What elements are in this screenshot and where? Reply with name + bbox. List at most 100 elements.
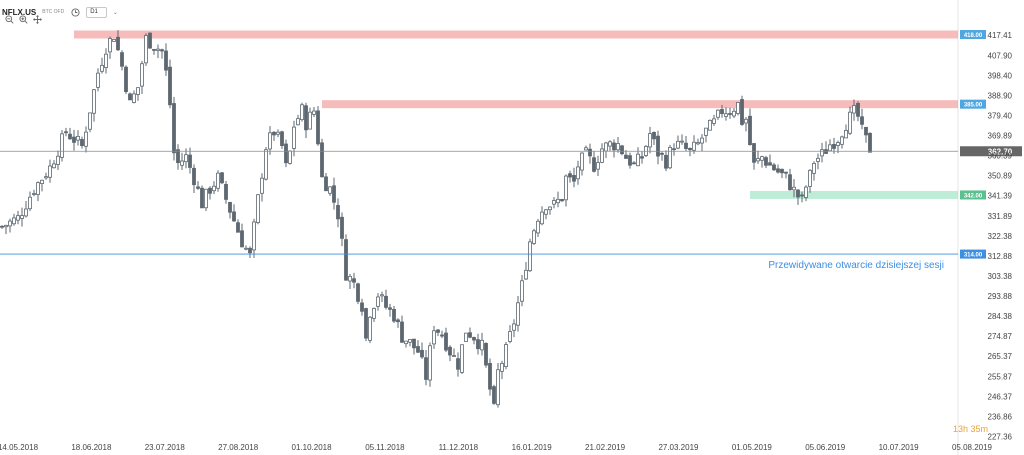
candle-body <box>844 129 848 139</box>
candle-body <box>532 230 536 244</box>
x-tick-label: 01.05.2019 <box>732 443 773 452</box>
candle-body <box>832 143 836 149</box>
candle-body <box>36 182 40 195</box>
candle-body <box>448 346 452 356</box>
candle-body <box>492 386 496 404</box>
candle-body <box>232 211 236 222</box>
candle-body <box>416 346 420 353</box>
candle-body <box>684 142 688 149</box>
candle-body <box>848 111 852 134</box>
candle-body <box>76 135 80 141</box>
clock-icon[interactable] <box>70 7 80 17</box>
candle-body <box>188 154 192 168</box>
support-badge <box>960 190 986 200</box>
y-tick-label: 331.89 <box>988 212 1013 221</box>
zoom-in-icon[interactable] <box>18 14 28 24</box>
candle-body <box>544 209 548 215</box>
candle-body <box>96 72 100 88</box>
candle-body <box>784 171 788 174</box>
x-tick-label: 27.03.2019 <box>658 443 699 452</box>
candle-body <box>432 330 436 345</box>
candle-body <box>724 113 728 117</box>
interval-select[interactable]: D1 <box>86 6 107 18</box>
candle-body <box>564 175 568 201</box>
candle-body <box>660 152 664 155</box>
x-tick-label: 23.07.2018 <box>145 443 186 452</box>
candle-body <box>696 142 700 145</box>
candle-body <box>800 194 804 197</box>
candle-body <box>500 363 504 372</box>
candle-body <box>48 165 52 178</box>
candle-body <box>648 133 652 148</box>
candle-body <box>580 152 584 171</box>
candle-body <box>764 157 768 166</box>
candle-body <box>88 112 92 130</box>
x-axis: 14.05.2018 18.06.2018 23.07.2018 27.08.2018… <box>0 443 993 452</box>
candle-body <box>160 49 164 52</box>
candle-body <box>72 136 76 143</box>
current-price-label: 362.70 <box>988 147 1013 156</box>
candle-body <box>600 148 604 163</box>
candle-body <box>616 143 620 151</box>
chevron-down-icon[interactable]: ⌄ <box>112 9 118 16</box>
candle-body <box>796 189 800 198</box>
candle-body <box>80 139 84 146</box>
resistance-zone-high <box>74 30 958 39</box>
candle-body <box>436 329 440 333</box>
candle-body <box>440 334 444 337</box>
y-tick-label: 265.37 <box>988 352 1013 361</box>
candle-body <box>552 200 556 205</box>
zoom-out-icon[interactable] <box>4 14 14 24</box>
candle-body <box>748 115 752 146</box>
candle-body <box>820 149 824 157</box>
candle-body <box>388 307 392 310</box>
candle-body <box>64 131 68 134</box>
candle-body <box>248 247 252 254</box>
candle-body <box>264 149 268 180</box>
candle-body <box>384 295 388 308</box>
candle-body <box>84 131 88 147</box>
candle-body <box>328 186 332 194</box>
candle-body <box>204 188 208 209</box>
y-tick-label: 350.89 <box>988 172 1013 181</box>
y-tick-label: 303.38 <box>988 272 1013 281</box>
candle-body <box>236 222 240 233</box>
candle-body <box>404 340 408 345</box>
candle-body <box>468 332 472 338</box>
chart-tools <box>4 14 42 24</box>
candle-body <box>156 48 160 51</box>
y-tick-label: 274.87 <box>988 332 1013 341</box>
resistance-zone-mid <box>322 100 958 109</box>
candle-body <box>28 196 32 210</box>
candle-body <box>480 339 484 351</box>
candle-body <box>4 224 8 228</box>
candle-body <box>224 183 228 200</box>
support-zone <box>750 190 958 199</box>
x-tick-label: 14.05.2018 <box>0 443 39 452</box>
candle-body <box>484 343 488 366</box>
candle-body <box>828 144 832 152</box>
candle-body <box>716 109 720 118</box>
candle-body <box>240 230 244 248</box>
crosshair-icon[interactable] <box>32 14 42 24</box>
y-tick-label: 312.88 <box>988 252 1013 261</box>
candle-body <box>636 153 640 167</box>
candle-body <box>220 172 224 184</box>
candle-body <box>664 154 668 169</box>
candle-body <box>352 278 356 283</box>
candle-body <box>772 164 776 171</box>
candle-body <box>396 319 400 323</box>
candle-body <box>692 141 696 151</box>
candle-body <box>476 339 480 350</box>
candle-body <box>108 38 112 53</box>
x-tick-label: 01.10.2018 <box>292 443 333 452</box>
candle-body <box>208 187 212 194</box>
candle-body <box>392 309 396 322</box>
x-tick-label: 21.02.2019 <box>585 443 626 452</box>
candle-body <box>244 247 248 250</box>
candle-body <box>348 276 352 282</box>
candle-body <box>100 64 104 72</box>
symbol-label[interactable]: NFLX.US <box>2 7 37 17</box>
candle-body <box>336 205 340 220</box>
